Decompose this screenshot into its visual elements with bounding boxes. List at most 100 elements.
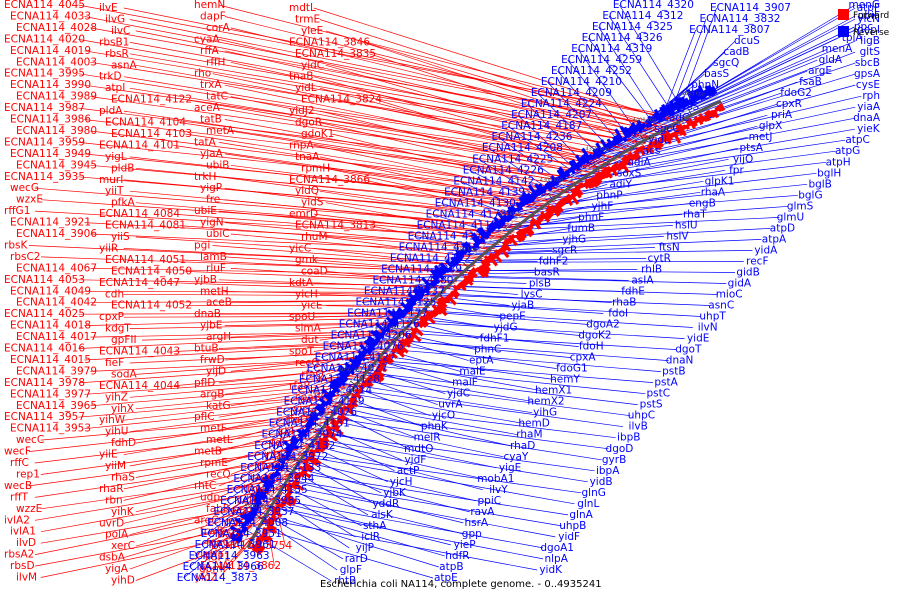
reverse-gene-label: hdfR xyxy=(445,550,469,562)
reverse-feature xyxy=(658,112,665,120)
forward-feature xyxy=(526,225,535,235)
forward-gene-label: ECNA114_4122 xyxy=(111,94,192,106)
reverse-feature xyxy=(252,504,259,511)
reverse-feature xyxy=(337,371,349,382)
label-connector xyxy=(129,42,656,139)
reverse-gene-label: adiA xyxy=(627,156,651,168)
forward-feature xyxy=(626,154,633,162)
forward-feature xyxy=(403,332,414,343)
reverse-gene-label: ptsA xyxy=(739,142,763,154)
reverse-feature xyxy=(317,411,323,417)
reverse-feature xyxy=(576,161,583,169)
forward-gene-label: yjbB xyxy=(194,274,217,286)
forward-gene-label: rhaR xyxy=(99,483,124,495)
label-connector xyxy=(90,383,362,407)
forward-feature xyxy=(557,200,564,208)
forward-gene-label: ECNA114_3978 xyxy=(4,377,85,389)
reverse-feature xyxy=(487,223,496,233)
forward-gene-label: pflD xyxy=(194,377,215,389)
reverse-gene-label: acs xyxy=(643,145,661,157)
forward-feature xyxy=(283,496,296,506)
forward-gene-label: ECNA114_4015 xyxy=(10,354,91,366)
forward-feature xyxy=(452,288,460,297)
label-connector xyxy=(369,53,645,145)
forward-feature xyxy=(314,441,327,451)
label-connector xyxy=(281,470,569,516)
forward-gene-label: yieH xyxy=(194,549,218,561)
forward-feature xyxy=(394,343,406,354)
reverse-feature xyxy=(464,241,473,251)
reverse-gene-label: yjdE xyxy=(687,90,709,102)
label-connector xyxy=(363,42,655,139)
forward-feature xyxy=(309,455,322,466)
forward-feature xyxy=(271,509,283,518)
forward-feature xyxy=(693,116,700,124)
label-connector xyxy=(303,438,484,480)
forward-gene-label: tatC xyxy=(206,91,228,103)
forward-feature xyxy=(317,439,329,450)
reverse-gene-label: ECNA114_4135 xyxy=(227,484,308,496)
label-connector xyxy=(319,190,527,224)
forward-gene-label: ECNA114_4019 xyxy=(10,45,91,57)
forward-feature xyxy=(300,469,312,479)
forward-feature xyxy=(439,296,448,305)
forward-feature xyxy=(592,175,601,186)
forward-gene-label: rfaC xyxy=(257,460,279,472)
forward-gene-label: ECNA114_3862 xyxy=(200,560,281,572)
tick-mark xyxy=(423,299,429,305)
label-connector xyxy=(325,64,632,152)
forward-feature xyxy=(638,146,646,156)
label-connector xyxy=(78,4,691,120)
forward-gene-label: rbsR xyxy=(105,48,129,60)
forward-feature xyxy=(469,269,478,278)
forward-feature xyxy=(326,425,333,432)
reverse-gene-label: basR xyxy=(534,267,560,279)
forward-gene-label: wecF xyxy=(4,446,31,458)
reverse-gene-label: hemD xyxy=(518,418,549,430)
label-connector xyxy=(84,401,347,430)
forward-gene-label: ECNA114_3813 xyxy=(295,220,376,232)
reverse-gene-label: pstA xyxy=(654,377,678,389)
forward-feature xyxy=(487,254,499,267)
reverse-feature xyxy=(408,297,417,306)
label-connector xyxy=(540,161,826,196)
reverse-gene-label: ECNA114_4027 xyxy=(307,363,388,375)
forward-feature xyxy=(477,265,489,278)
reverse-feature xyxy=(449,260,457,268)
forward-gene-label: rpmH xyxy=(301,162,330,174)
reverse-gene-label: hemX2 xyxy=(527,396,564,408)
forward-gene-label: ECNA114_3990 xyxy=(10,79,91,91)
reverse-gene-label: ECNA114_4076 xyxy=(323,341,404,353)
reverse-gene-label: ECNA114_4127 xyxy=(315,352,396,364)
reverse-feature xyxy=(274,470,281,476)
forward-feature xyxy=(357,387,364,394)
reverse-feature xyxy=(568,160,577,171)
reverse-feature xyxy=(256,486,268,495)
forward-feature xyxy=(696,116,704,126)
forward-gene-label: gpFII xyxy=(111,334,137,346)
forward-feature xyxy=(520,228,528,236)
forward-gene-label: ECNA114_4042 xyxy=(16,297,97,309)
label-connector xyxy=(123,76,621,159)
forward-gene-label: rffG1 xyxy=(4,205,30,217)
reverse-gene-label: ECNA114_3972 xyxy=(247,451,328,463)
forward-feature xyxy=(587,178,596,189)
reverse-gene-label: ibpA xyxy=(596,465,620,477)
reverse-feature xyxy=(331,388,337,395)
label-connector xyxy=(78,142,568,194)
reverse-feature xyxy=(549,179,557,188)
forward-gene-label: ECNA114_4049 xyxy=(10,285,91,297)
forward-feature xyxy=(382,355,392,365)
reverse-feature xyxy=(308,415,316,422)
forward-gene-label: yidC xyxy=(301,59,324,71)
forward-feature xyxy=(528,223,534,230)
reverse-feature xyxy=(581,147,592,162)
label-connector xyxy=(375,99,604,169)
reverse-feature xyxy=(407,292,418,303)
reverse-feature xyxy=(374,329,385,340)
reverse-gene-label: rhaD xyxy=(510,440,535,452)
label-connector xyxy=(392,327,579,347)
genome-backbone xyxy=(246,99,722,549)
reverse-feature xyxy=(338,364,351,376)
forward-feature xyxy=(633,149,641,160)
